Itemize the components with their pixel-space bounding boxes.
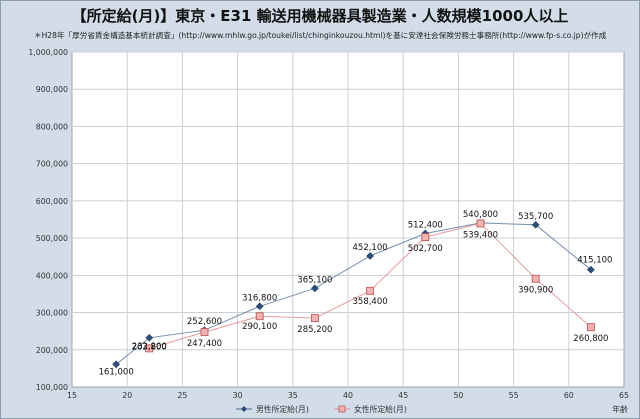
female-data-label: 203,800: [132, 342, 167, 352]
male-data-label: 415,100: [577, 256, 612, 266]
x-tick-label: 40: [343, 391, 353, 400]
female-point: [255, 312, 264, 321]
female-point: [310, 314, 319, 323]
x-tick-label: 45: [398, 391, 408, 400]
x-tick-label: 55: [509, 391, 519, 400]
female-data-label: 290,100: [242, 322, 277, 332]
y-tick-label: 600,000: [36, 197, 68, 206]
male-point: [310, 284, 319, 293]
male-point: [366, 251, 375, 260]
male-data-label: 535,700: [518, 212, 553, 222]
y-tick-label: 700,000: [36, 160, 68, 169]
y-tick-label: 900,000: [36, 85, 68, 94]
male-data-label: 365,100: [297, 275, 332, 285]
male-data-label: 452,100: [353, 243, 388, 253]
male-point: [586, 265, 595, 274]
male-data-label: 540,800: [463, 210, 498, 220]
female-data-label: 390,900: [518, 286, 553, 296]
legend-marker-female: [338, 405, 346, 413]
x-tick-label: 35: [288, 391, 298, 400]
y-tick-label: 100,000: [36, 383, 68, 392]
female-data-label: 247,400: [187, 339, 222, 349]
legend-label-male: 男性所定給(月): [256, 404, 309, 414]
y-tick-label: 200,000: [36, 346, 68, 355]
male-point: [255, 302, 264, 311]
x-tick-label: 60: [564, 391, 574, 400]
x-tick-label: 25: [177, 391, 187, 400]
male-data-label: 316,800: [242, 293, 277, 303]
x-tick-label: 65: [619, 391, 629, 400]
legend-marker-male: [241, 406, 247, 412]
male-point: [112, 360, 121, 369]
male-data-label: 252,600: [187, 317, 222, 327]
female-point: [476, 219, 485, 228]
female-data-label: 358,400: [353, 297, 388, 307]
y-tick-label: 400,000: [36, 271, 68, 280]
female-point: [145, 344, 154, 353]
series-line-0: [115, 222, 592, 365]
female-data-label: 285,200: [297, 325, 332, 335]
x-tick-label: 20: [122, 391, 132, 400]
female-point: [586, 323, 595, 332]
x-tick-label: 50: [453, 391, 463, 400]
male-data-label: 161,000: [99, 367, 134, 377]
x-axis-label: 年齢: [612, 404, 628, 414]
y-tick-label: 800,000: [36, 122, 68, 131]
female-point: [531, 274, 540, 283]
male-data-label: 512,400: [408, 220, 443, 230]
chart-subtitle: ＊H28年「厚労省賃金構造基本統計調査」(http://www.mhlw.go.…: [34, 31, 607, 40]
y-tick-label: 1,000,000: [28, 48, 68, 57]
chart-title: 【所定給(月)】東京・E31 輸送用機械器具製造業・人数規模1000人以上: [71, 7, 569, 25]
y-tick-label: 300,000: [36, 309, 68, 318]
female-data-label: 502,700: [408, 244, 443, 254]
female-data-label: 260,800: [573, 334, 608, 344]
female-point: [366, 286, 375, 295]
female-point: [421, 233, 430, 242]
female-data-label: 539,400: [463, 230, 498, 240]
male-data-label: 232,200: [132, 342, 167, 352]
x-tick-label: 30: [233, 391, 243, 400]
y-tick-label: 500,000: [36, 234, 68, 243]
male-point: [145, 333, 154, 342]
legend-label-female: 女性所定給(月): [354, 404, 407, 414]
male-point: [531, 220, 540, 229]
female-point: [200, 328, 209, 337]
x-tick-label: 15: [67, 391, 77, 400]
